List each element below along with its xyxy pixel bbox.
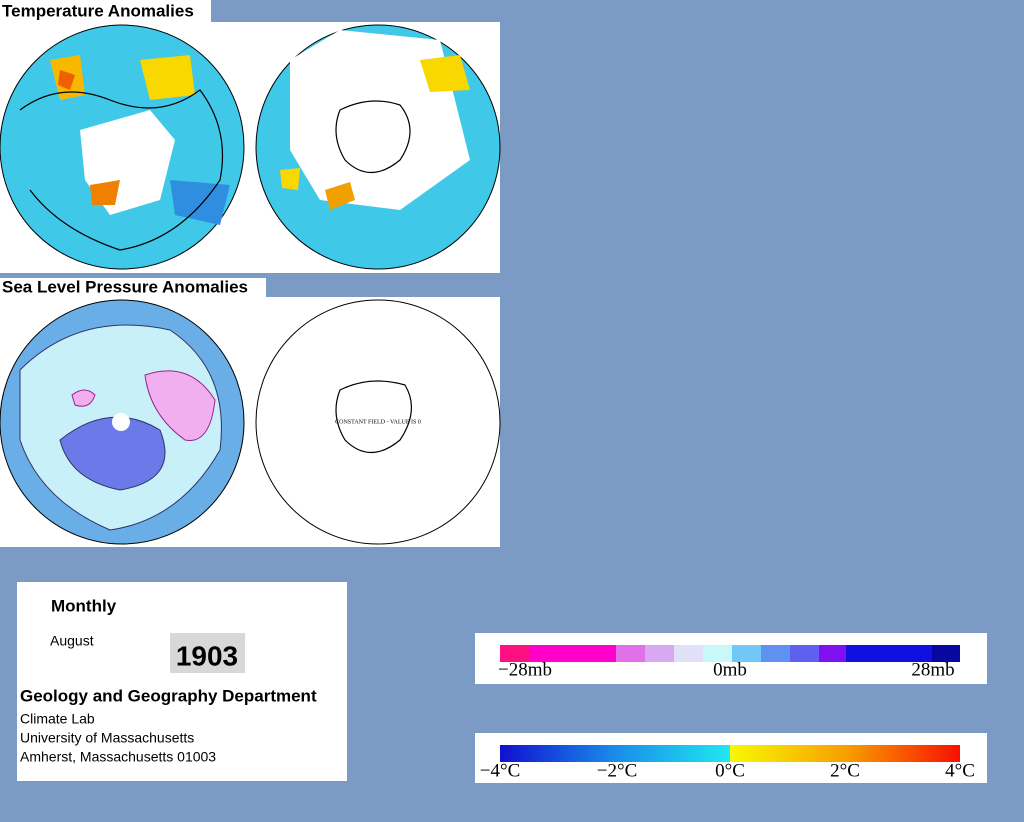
legend-label: 0mb xyxy=(713,659,747,680)
period: Monthly xyxy=(51,596,117,615)
pressure-map-north xyxy=(0,299,245,545)
month: August xyxy=(50,633,94,649)
address-line: Amherst, Massachusetts 01003 xyxy=(20,749,216,765)
panel-title: Temperature Anomalies xyxy=(2,1,194,20)
temperature-map-north xyxy=(0,24,245,270)
panel-title: Sea Level Pressure Anomalies xyxy=(2,277,248,296)
year-box xyxy=(170,633,245,673)
temperature-colorbar xyxy=(500,745,960,762)
legend-label: −4°C xyxy=(480,760,521,781)
title-bg xyxy=(0,278,266,297)
pressure-colorbar xyxy=(500,645,960,662)
legend-label: 0°C xyxy=(715,760,745,781)
pressure-map-south xyxy=(255,299,501,545)
legend-label: 4°C xyxy=(945,760,975,781)
legend-label: −2°C xyxy=(597,760,638,781)
legend-label: 2°C xyxy=(830,760,860,781)
department: Geology and Geography Department xyxy=(20,686,317,705)
title-bg xyxy=(0,0,211,22)
address-line: University of Massachusetts xyxy=(20,730,194,746)
address-line: Climate Lab xyxy=(20,711,95,727)
year: 1903 xyxy=(176,640,238,671)
legend-label: 28mb xyxy=(911,659,954,680)
map-annotation: CONSTANT FIELD - VALUE IS 0 xyxy=(335,419,421,425)
legend-label: −28mb xyxy=(498,659,552,680)
info-box xyxy=(17,582,347,781)
temperature-map-south xyxy=(255,24,501,270)
